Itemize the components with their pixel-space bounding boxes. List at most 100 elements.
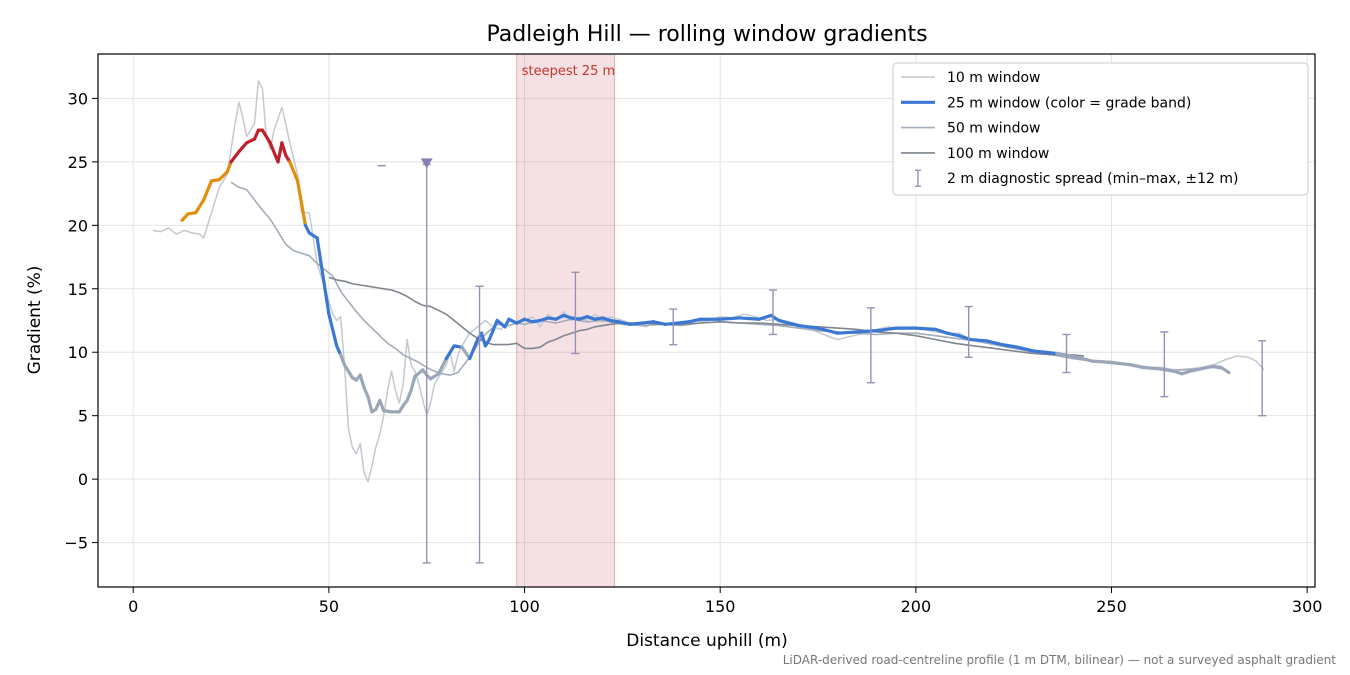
series-25m-segment (319, 261, 327, 291)
y-tick-label: 15 (68, 280, 88, 299)
series-25m-segment (1188, 367, 1204, 373)
series-25m-segment (295, 179, 307, 227)
series-25m-segment (718, 316, 742, 321)
series-25m-segment (444, 344, 456, 361)
y-tick-label: 5 (78, 407, 88, 426)
x-axis-label: Distance uphill (m) (626, 631, 787, 651)
series-25m-segment (757, 313, 773, 321)
legend: 10 m window 25 m window (color = grade ba… (892, 62, 1309, 196)
series-25m-segment (1043, 350, 1059, 356)
legend-box (892, 62, 1309, 196)
legend-item-50m-label: 50 m window (947, 121, 1040, 137)
axes-frame (97, 53, 1316, 588)
series-25m-segment (969, 337, 988, 343)
series-25m-segment (945, 331, 961, 338)
y-tick-label: 25 (68, 153, 88, 172)
x-tick-label: 250 (1096, 597, 1127, 616)
series-10m-line (152, 79, 1265, 483)
series-25m-segment (378, 398, 386, 413)
series-25m-segment (194, 198, 206, 215)
series-25m-segment (339, 353, 347, 367)
series-25m-segment (436, 356, 448, 376)
series-25m-segment (663, 321, 679, 326)
series-25m-segment (335, 344, 343, 357)
series-25m-segment (413, 368, 425, 378)
series-25m-segment (652, 320, 668, 326)
series-25m-segment (1156, 367, 1176, 373)
series-25m-segment (1070, 354, 1094, 363)
series-100m-line (328, 276, 1085, 357)
series-25m-segment (1000, 343, 1020, 349)
series-25m-segment (1031, 349, 1047, 354)
legend-item-25m-label: 25 m window (color = grade band) (947, 95, 1191, 111)
y-axis-ticks: −5 0 5 10 15 20 25 30 (64, 89, 98, 553)
legend-item-errorbar-label: 2 m diagnostic spread (min–max, ±12 m) (947, 171, 1238, 187)
grid-lines (98, 54, 1315, 587)
series-25m-segment (362, 386, 370, 399)
series-25m-segment (933, 327, 949, 335)
series-25m-segment (984, 339, 1004, 347)
series-25m-segment (280, 141, 288, 158)
clipped-marker-icon (420, 158, 433, 169)
series-25m-segment (640, 320, 656, 325)
y-tick-label: 0 (78, 470, 88, 489)
series-lines (152, 79, 1265, 483)
series-25m-segment (358, 373, 366, 390)
series-25m-segment (1015, 345, 1035, 353)
y-tick-label: 30 (68, 89, 88, 108)
series-25m-segment (738, 316, 761, 321)
y-tick-label: −5 (64, 534, 88, 553)
series-25m-segment (616, 320, 632, 326)
legend-item-10m-label: 10 m window (947, 70, 1040, 86)
series-25m-segment (777, 318, 801, 328)
series-25m-segment (468, 337, 480, 361)
series-25m-segment (229, 150, 241, 164)
series-25m-segment (628, 321, 644, 326)
series-25m-segment (479, 331, 488, 348)
error-bars (377, 158, 1267, 564)
series-25m-segment (1055, 351, 1074, 358)
plot-border (97, 53, 1316, 588)
series-25m-segment (1129, 363, 1145, 370)
series-25m-segment (875, 326, 898, 333)
series-25m-segment (675, 320, 691, 325)
series-25m-segment (687, 317, 703, 324)
footnote: LiDAR-derived road-centreline profile (1… (783, 653, 1337, 667)
series-25m-segment (225, 160, 233, 174)
series-25m-segment (315, 236, 323, 265)
x-tick-label: 100 (509, 597, 540, 616)
series-25m-segment (405, 388, 413, 403)
series-25m-segment (796, 323, 820, 330)
series-25m-segment (260, 128, 272, 145)
series-25m-segment (487, 318, 499, 342)
x-tick-label: 50 (319, 597, 339, 616)
series-25m-segment (268, 141, 280, 164)
x-tick-label: 150 (705, 597, 736, 616)
series-25m-segment (237, 141, 249, 154)
chart-title: Padleigh Hill — rolling window gradients (486, 22, 927, 47)
series-25m-segment (342, 363, 354, 380)
series-25m-segment (1090, 359, 1114, 364)
series-25m-segment (327, 312, 339, 348)
y-tick-label: 10 (68, 343, 88, 362)
y-tick-label: 20 (68, 216, 88, 235)
steepest-segment-label: steepest 25 m (522, 64, 615, 79)
y-axis-label: Gradient (%) (25, 266, 45, 375)
series-25m-segment (1199, 364, 1215, 371)
series-25m-segment (460, 345, 472, 361)
series-25m-segment (1219, 365, 1231, 375)
series-25m-segment (217, 170, 229, 182)
series-25m-segment (495, 318, 507, 329)
series-25m-segment (202, 179, 214, 202)
x-axis-ticks: 0 50 100 150 200 250 300 (128, 587, 1322, 616)
series-25m-segment (252, 128, 261, 141)
series-25m-segment (1109, 360, 1133, 367)
series-25m-segment (835, 330, 859, 335)
series-25m-segment (366, 395, 374, 414)
x-tick-label: 0 (128, 597, 138, 616)
series-25m-segment (288, 160, 300, 183)
series-25m-segment (409, 374, 417, 392)
x-tick-label: 300 (1292, 597, 1323, 616)
x-tick-label: 200 (901, 597, 932, 616)
